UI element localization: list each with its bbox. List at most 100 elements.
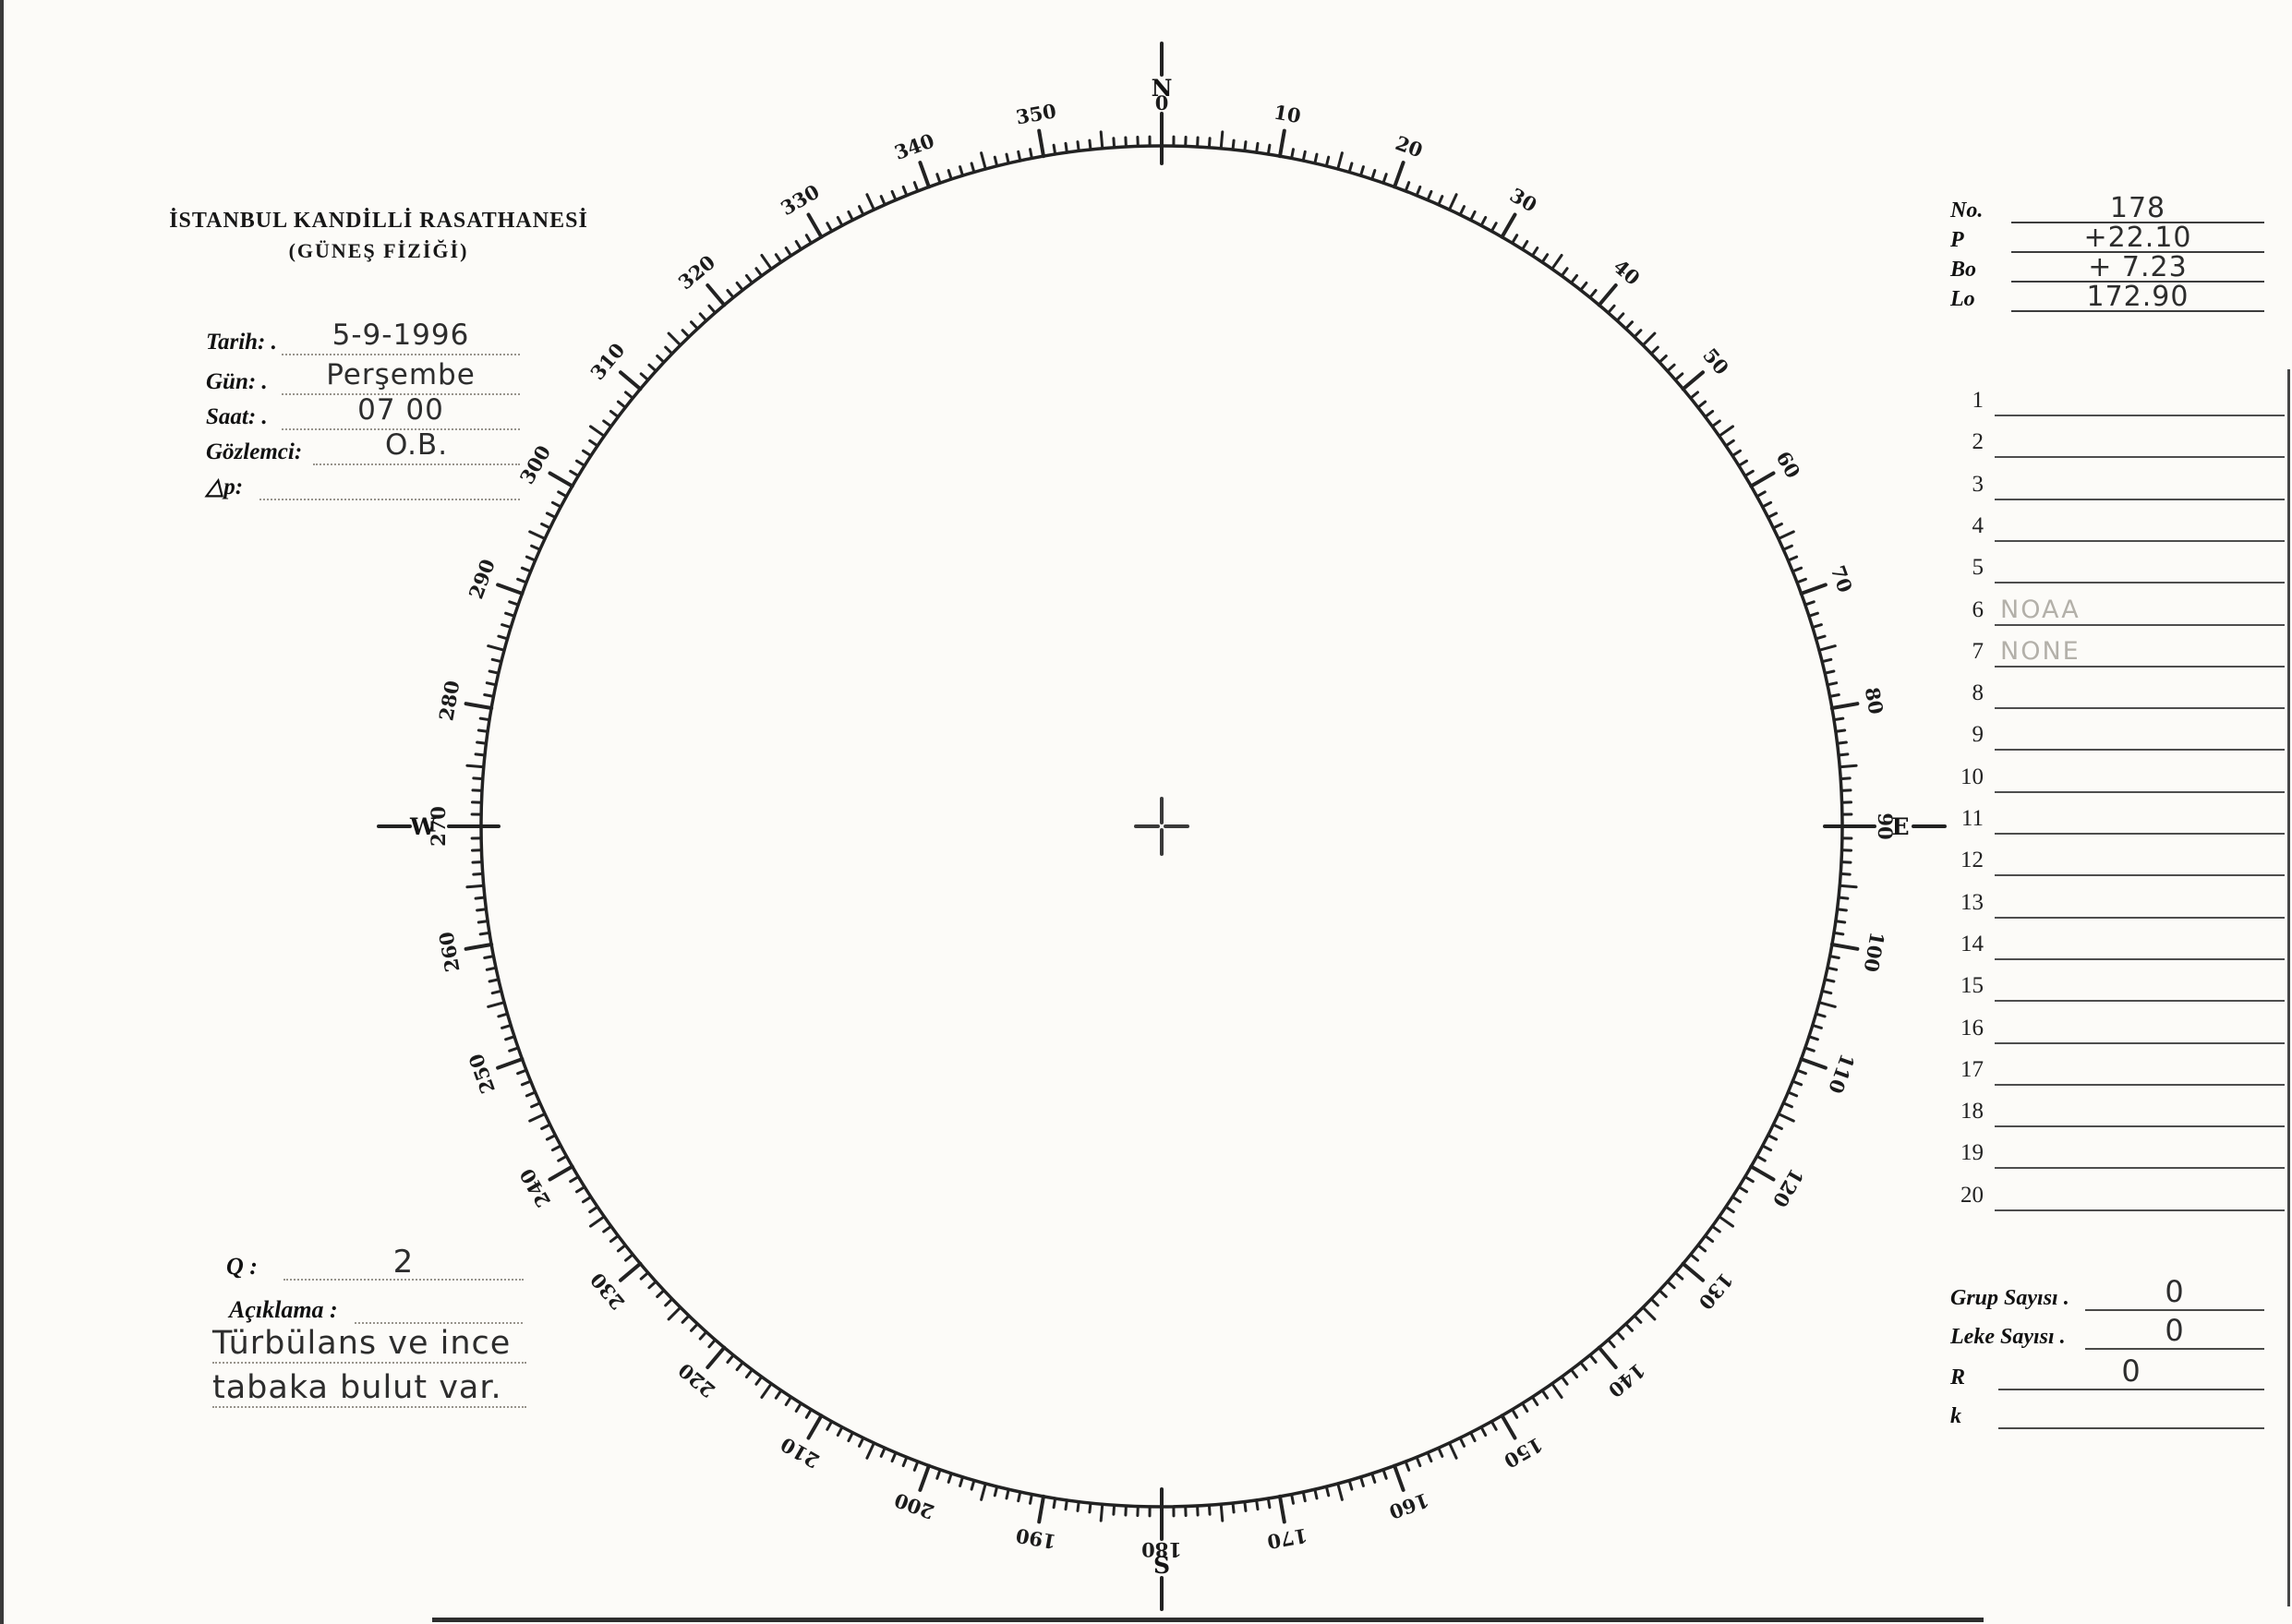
summary-k-value [1998,1396,2264,1429]
row-number: 8 [1972,680,1984,706]
param-bo-value: + 7.23 [2011,253,2264,283]
param-p-value: +22.10 [2011,223,2264,253]
param-p-label: P [1950,228,1964,252]
row-number: 12 [1960,848,1984,873]
field-observer: Gözlemci: O.B. [206,431,520,465]
svg-text:0: 0 [1155,91,1169,114]
row-number: 20 [1960,1182,1984,1208]
cardinal-markers: N E S W [377,42,1947,1611]
svg-text:310: 310 [585,339,629,385]
row-line [1995,456,2285,459]
svg-text:E: E [1891,813,1909,840]
svg-text:N: N [1152,75,1173,102]
svg-text:70: 70 [1827,562,1857,595]
svg-text:10: 10 [1273,101,1303,128]
svg-text:120: 120 [1768,1165,1809,1211]
row-line [1995,1125,2285,1128]
param-lo-value: 172.90 [2011,283,2264,312]
svg-text:150: 150 [1501,1433,1547,1474]
svg-text:190: 190 [1014,1523,1058,1553]
param-no: No. 178 [1950,194,2264,223]
summary-group-label: Grup Sayısı . [1950,1286,2069,1310]
svg-text:240: 240 [515,1165,556,1211]
svg-text:180: 180 [1141,1538,1182,1561]
svg-text:160: 160 [1386,1488,1432,1523]
summary-group-count: Grup Sayısı . 0 [1950,1274,2264,1311]
row-line [1995,1209,2285,1211]
row-number: 9 [1972,722,1984,748]
svg-text:210: 210 [777,1433,823,1474]
param-lo-label: Lo [1950,287,1975,311]
svg-text:220: 220 [674,1359,720,1402]
observation-row: 12 [1950,838,2290,877]
row-number: 1 [1972,388,1984,413]
row-line [1995,916,2285,919]
remark-label-line [355,1294,523,1324]
param-no-label: No. [1950,198,1984,223]
row-line [1995,623,2285,626]
param-p: P +22.10 [1950,223,2264,253]
svg-text:270: 270 [427,806,450,847]
remark-line-1: Türbülans ve ince [212,1328,526,1364]
svg-text:200: 200 [891,1488,937,1523]
param-bo-label: Bo [1950,258,1977,282]
svg-text:110: 110 [1824,1051,1859,1097]
row-number: 18 [1960,1099,1984,1125]
summary-r: R 0 [1950,1353,2264,1390]
scan-edge-left [0,0,4,1624]
field-observer-label: Gözlemci: [206,439,303,464]
field-day-label: Gün: . [206,369,268,394]
center-crosshair [1134,797,1189,856]
remark-label: Açıklama : [229,1296,338,1323]
row-number: 7 [1972,638,1984,664]
svg-text:90: 90 [1874,812,1897,839]
pencil-note: NOAA [2000,595,2081,624]
observation-row: 18 [1950,1089,2290,1128]
observation-row: 15 [1950,964,2290,1003]
svg-text:S: S [1153,1552,1170,1579]
row-number: 14 [1960,931,1984,956]
svg-text:340: 340 [891,128,937,163]
svg-text:260: 260 [434,930,464,974]
field-delta-p: △p: [206,466,520,500]
row-line [1995,539,2285,542]
observation-row: 13 [1950,881,2290,919]
summary-spot-value: 0 [2085,1316,2264,1350]
field-delta-p-label: △p: [206,475,244,499]
summary-r-value: 0 [1998,1356,2264,1390]
field-time-value: 07 00 [282,396,520,430]
quality-value: 2 [283,1246,524,1281]
field-day-value: Perşembe [282,361,520,395]
observation-row: 9 [1950,713,2290,752]
observation-row: 19 [1950,1131,2290,1170]
svg-text:140: 140 [1604,1359,1650,1402]
quality-label: Q : [226,1253,258,1280]
row-line [1995,1041,2285,1044]
observation-row: 8 [1950,671,2290,710]
observation-list: 1 2 3 4 5 6 NOAA 7 NONE 8 9 10 11 12 13 14 15 16 17 18 19 20 [1950,379,2290,1228]
summary-spot-label: Leke Sayısı . [1950,1325,2066,1349]
param-no-value: 178 [2011,194,2264,223]
row-number: 5 [1972,555,1984,581]
svg-text:230: 230 [585,1269,629,1315]
remark-line-2: tabaka bulut var. [212,1372,526,1408]
row-line [1995,498,2285,500]
svg-text:80: 80 [1861,685,1888,716]
observatory-name: İSTANBUL KANDİLLİ RASATHANESİ [169,209,588,233]
svg-text:30: 30 [1506,183,1541,216]
field-date-label: Tarih: . [206,330,277,355]
row-number: 10 [1960,764,1984,789]
field-delta-p-value [259,466,520,500]
row-number: 4 [1972,512,1984,538]
remark-label-row: Açıklama : [229,1294,523,1324]
observation-row: 3 [1950,463,2290,500]
row-number: 16 [1960,1015,1984,1041]
summary-k-label: k [1950,1404,1961,1428]
row-line [1995,874,2285,877]
row-number: 3 [1972,471,1984,497]
field-day: Gün: . Perşembe [206,361,520,395]
solar-parameters: No. 178 P +22.10 Bo + 7.23 Lo 172.90 [1950,194,2264,312]
department-name: (GÜNEŞ FİZİĞİ) [288,239,469,262]
tick-marks [447,112,1876,1541]
